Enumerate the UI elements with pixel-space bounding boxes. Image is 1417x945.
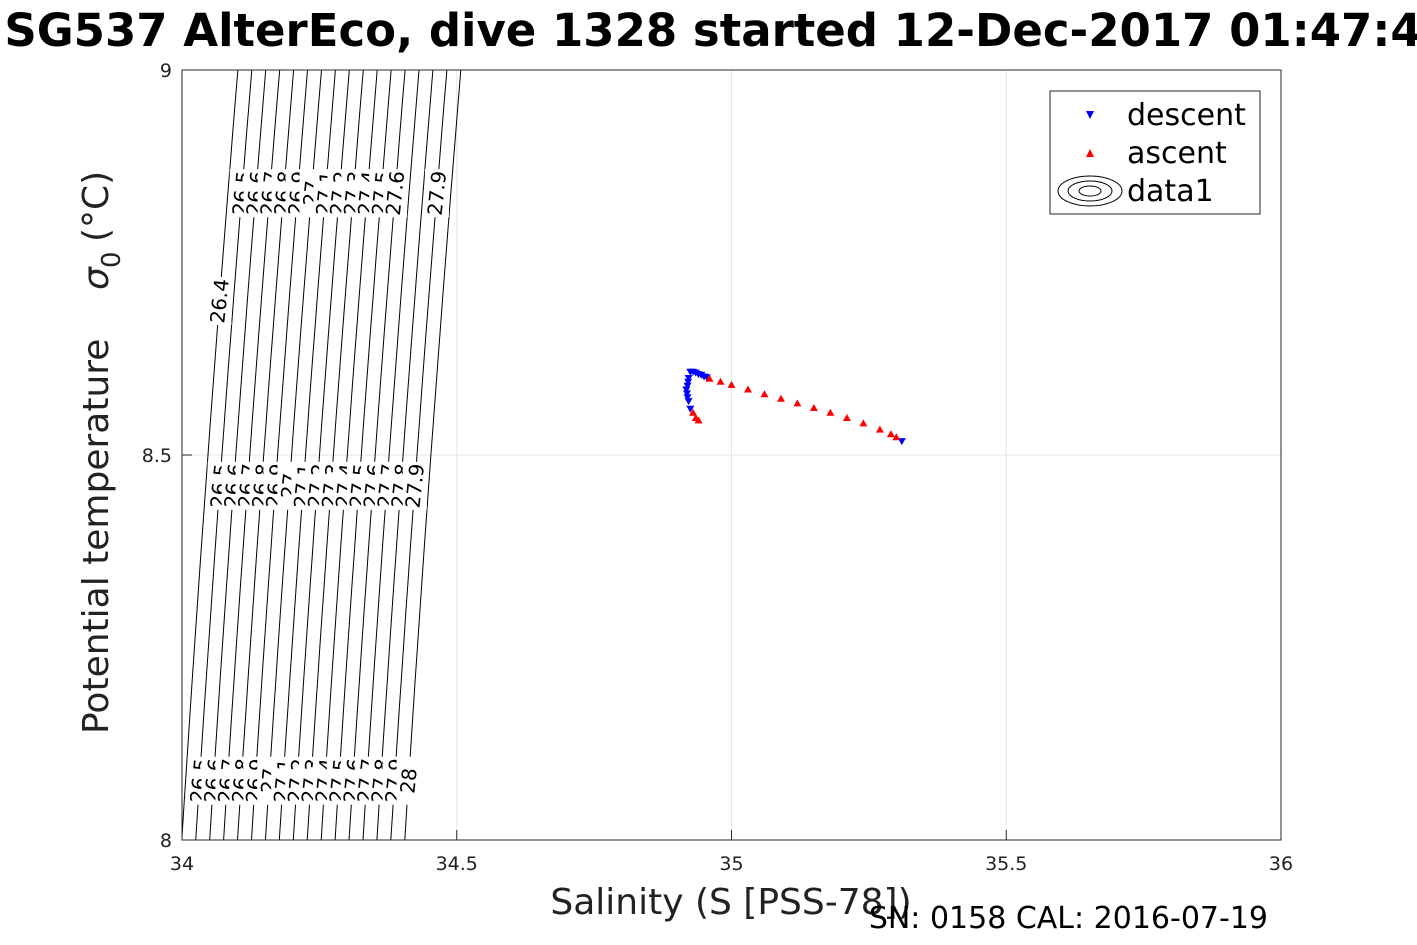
data-points <box>682 368 906 446</box>
descent-point <box>683 390 691 398</box>
ascent-point <box>689 408 697 416</box>
descent-point <box>683 382 692 390</box>
legend-ascent-marker <box>1086 149 1094 157</box>
legend-ascent-label: ascent <box>1127 136 1227 171</box>
ascent-point <box>875 425 884 433</box>
ascent-point <box>727 380 736 388</box>
x-tick-label: 35 <box>719 853 743 875</box>
legend-data1-label: data1 <box>1127 174 1214 209</box>
ascent-point <box>886 430 895 438</box>
x-axis-label: Salinity (S [PSS-78]) <box>550 882 911 923</box>
ascent-point <box>859 419 868 427</box>
descent-point <box>684 378 693 386</box>
contour-label-background <box>383 169 408 218</box>
ascent-point <box>694 416 703 424</box>
y-axis-label-sigma: σ <box>76 266 117 290</box>
descent-point <box>702 374 711 382</box>
isopycnal-line <box>404 69 462 841</box>
y-tick-label: 8 <box>160 830 172 852</box>
ascent-point <box>760 390 769 398</box>
legend-descent-label: descent <box>1127 98 1246 133</box>
ascent-point <box>744 385 752 393</box>
contour-label-top: 27.9 <box>423 170 452 217</box>
x-tick-label: 36 <box>1269 853 1293 875</box>
legend-contour-icon <box>1057 175 1123 207</box>
descent-point <box>682 386 691 394</box>
x-tick-label: 35.5 <box>985 853 1027 875</box>
isopycnal-line <box>376 69 434 841</box>
ascent-point <box>705 374 714 382</box>
ascent-point <box>716 377 725 385</box>
ascent-point <box>842 414 851 421</box>
y-tick-label: 8.5 <box>142 445 172 467</box>
descent-point <box>683 394 692 402</box>
legend-descent-marker <box>1086 111 1094 119</box>
ascent-point <box>826 408 835 416</box>
contour-label-top: 27.6 <box>381 170 410 217</box>
axis-ticks: 34 34.5 35 35.5 36 8 8.5 9 <box>142 60 1293 875</box>
contour-label-background <box>396 756 421 805</box>
contour-label-bottom: 28 <box>395 767 422 795</box>
legend-box <box>1049 90 1261 215</box>
y-tick-label: 9 <box>160 60 172 82</box>
calibration-footnote: SN: 0158 CAL: 2016-07-19 <box>869 901 1268 936</box>
descent-point <box>686 405 695 413</box>
contour-label-background <box>402 461 427 510</box>
descent-point <box>684 375 693 382</box>
y-axis-label-main: Potential temperature <box>76 339 117 734</box>
ascent-point <box>809 404 818 411</box>
descent-point <box>684 398 693 406</box>
ascent-point <box>892 433 901 441</box>
chart-title: SG537 AlterEco, dive 1328 started 12-Dec… <box>4 4 1417 57</box>
x-tick-label: 34.5 <box>436 853 478 875</box>
y-axis-label-unit: (°C) <box>76 171 117 242</box>
contour-label-middle: 27.9 <box>401 462 430 509</box>
legend: descent ascent data1 <box>1049 90 1261 215</box>
x-tick-label: 34 <box>170 853 194 875</box>
ascent-point <box>777 394 785 402</box>
ascent-point <box>793 399 802 407</box>
y-axis-label-subscript: 0 <box>97 251 127 268</box>
contour-label-edge: 26.4 <box>205 278 234 325</box>
isopycnal-line <box>181 69 239 837</box>
density-contours: 26.526.626.726.826.92727.127.227.327.427… <box>181 69 462 841</box>
contour-label-background <box>424 169 449 218</box>
contour-label-background <box>207 277 232 325</box>
y-axis-label: Potential temperature σ 0 (°C) <box>76 171 127 734</box>
isopycnal-line <box>362 69 420 841</box>
